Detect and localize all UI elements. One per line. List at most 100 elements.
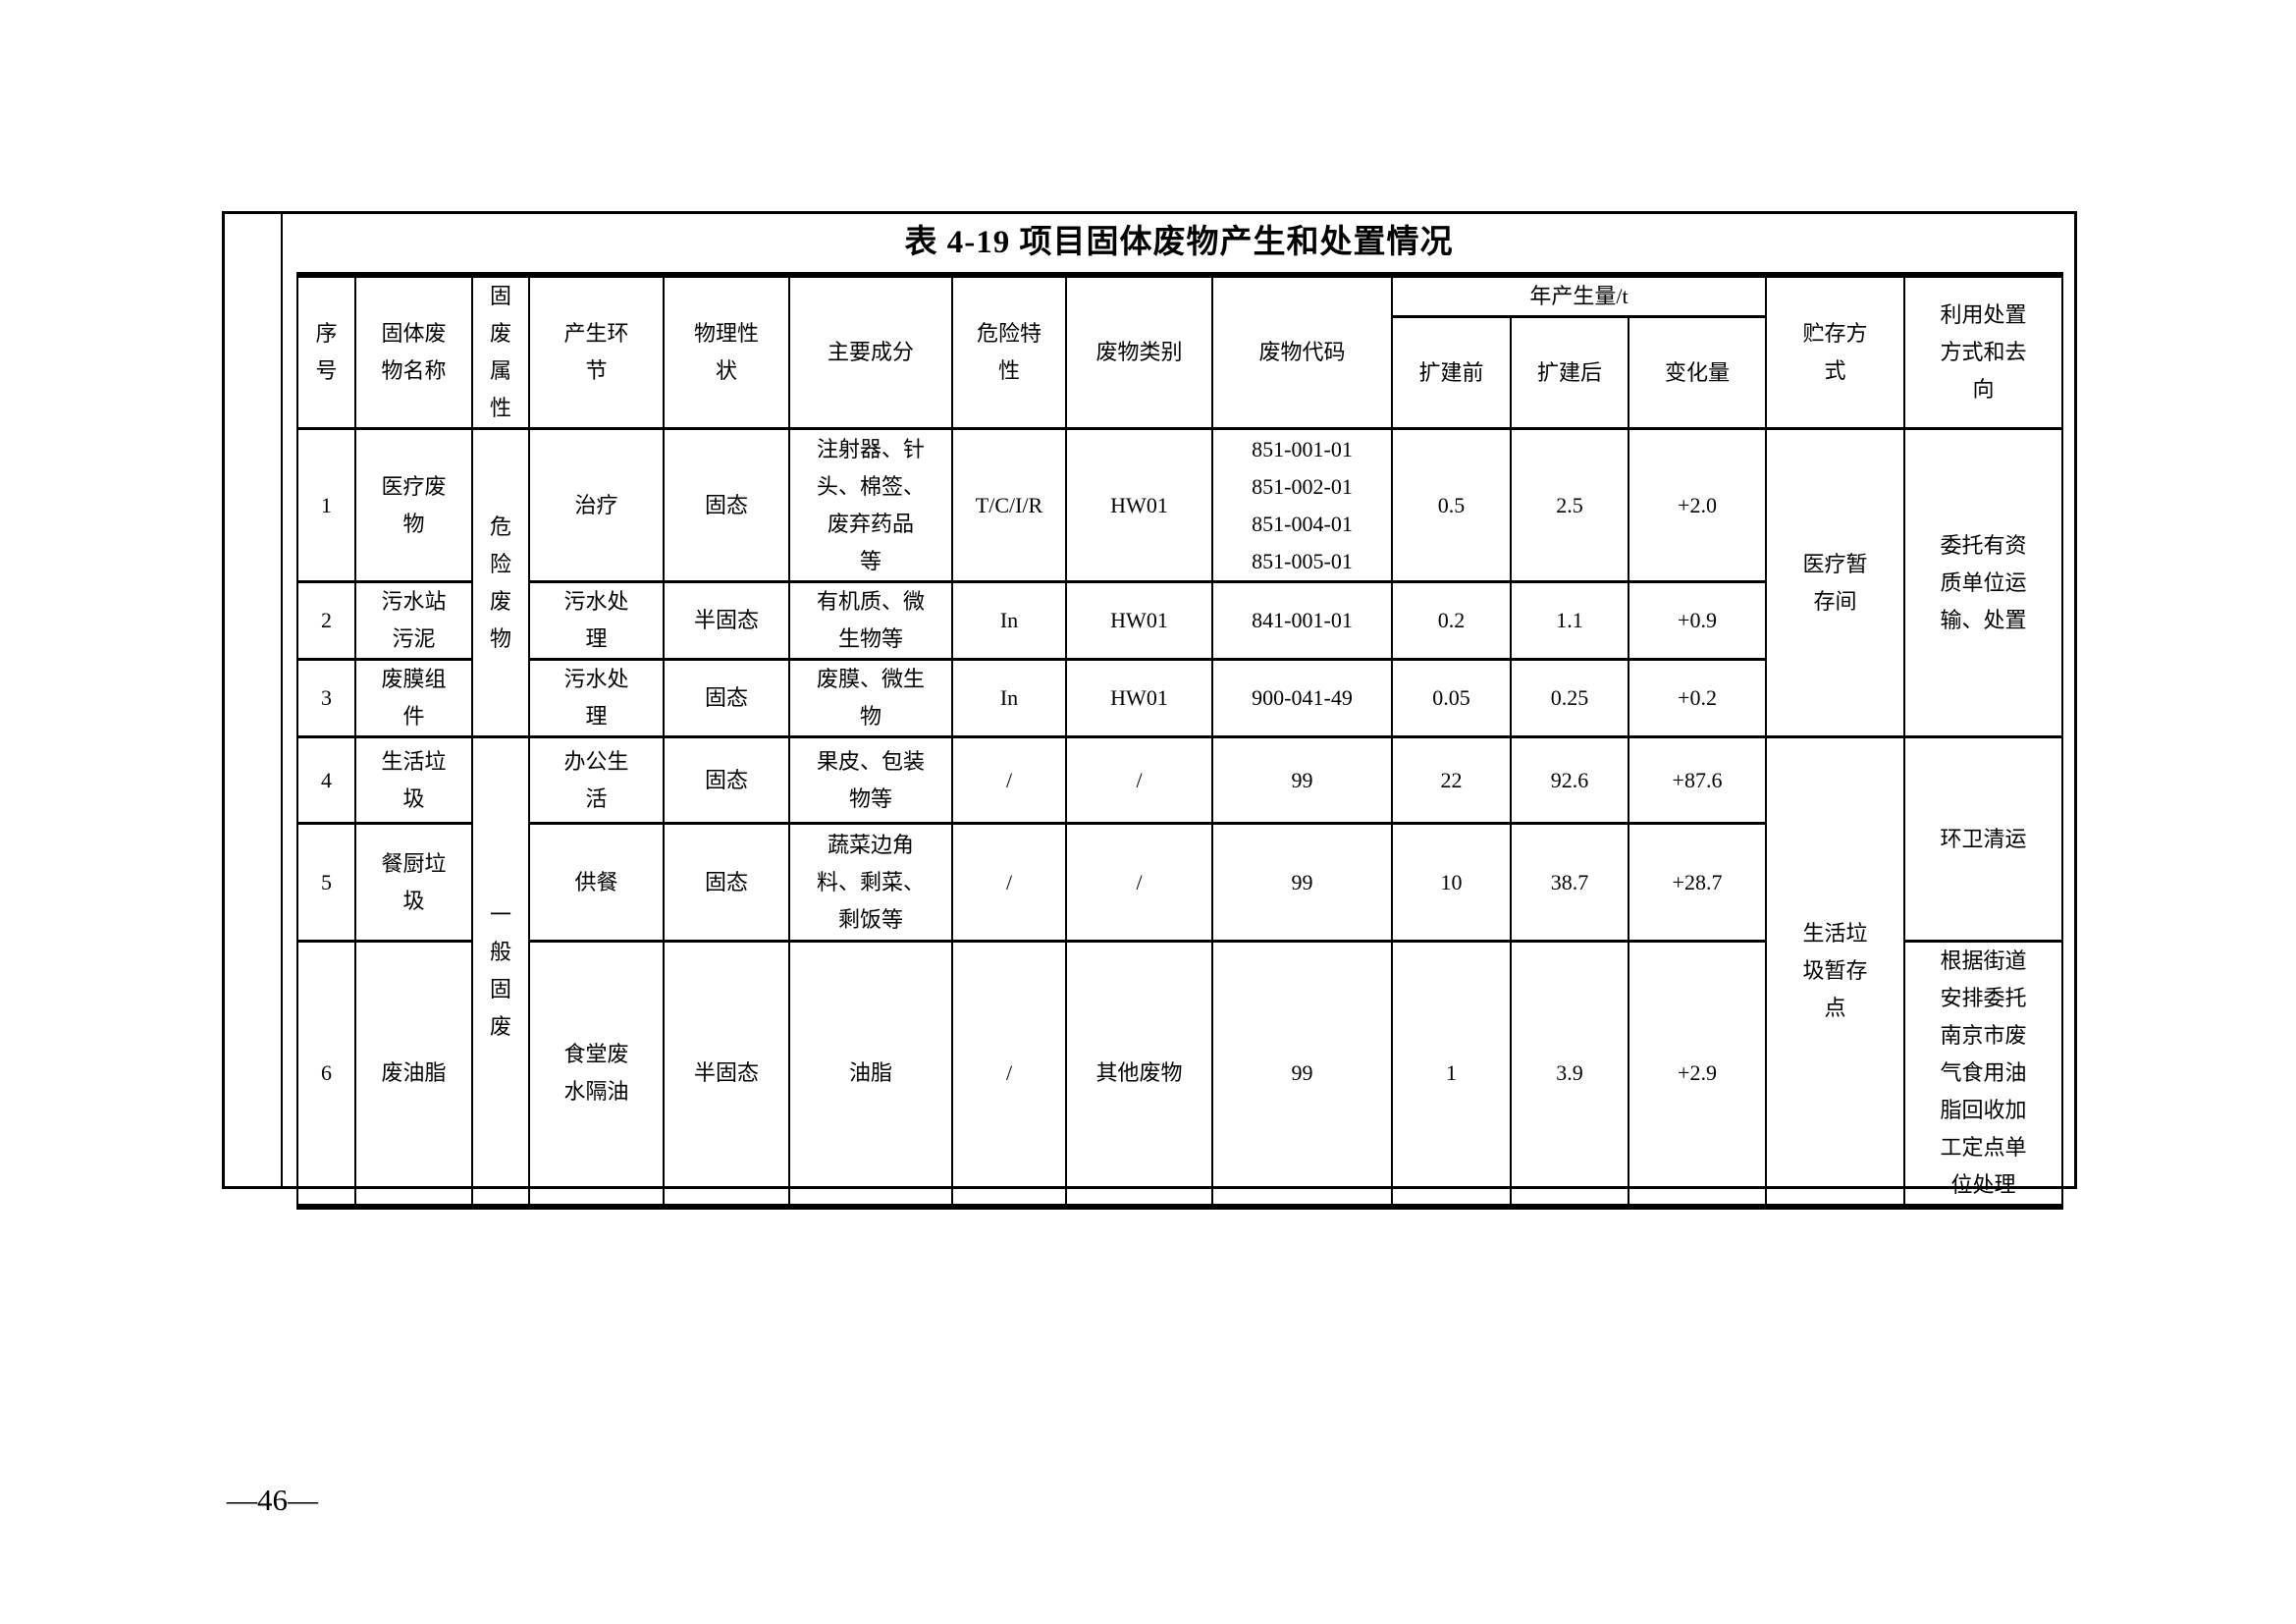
cell-name: 医疗废 物 — [354, 427, 473, 583]
cell-after: 3.9 — [1510, 940, 1629, 1209]
cell-category: HW01 — [1065, 580, 1213, 661]
cell-hazard: In — [951, 580, 1067, 661]
header-after-expansion: 扩建后 — [1510, 315, 1629, 430]
cell-component: 废膜、微生 物 — [788, 658, 953, 738]
page-number: —46— — [227, 1483, 318, 1517]
cell-category: / — [1065, 735, 1213, 825]
table-row: 1 医疗废 物 危 险 废 物 治疗 固态 注射器、针 头、棉签、 废弃药品 等… — [296, 427, 2063, 738]
cell-before: 1 — [1391, 940, 1512, 1209]
cell-state: 半固态 — [663, 940, 790, 1209]
cell-state: 半固态 — [663, 580, 790, 661]
header-disposal: 利用处置 方式和去 向 — [1903, 273, 2063, 430]
cell-component: 油脂 — [788, 940, 953, 1209]
waste-table: 序 号 固体废 物名称 固 废 属 性 产生环 节 物理性 状 主要成分 危险特… — [296, 272, 2063, 1210]
cell-before: 22 — [1391, 735, 1512, 825]
cell-after: 1.1 — [1510, 580, 1629, 661]
cell-seq: 3 — [296, 658, 356, 738]
header-state: 物理性 状 — [663, 273, 790, 430]
cell-stage: 办公生 活 — [528, 735, 665, 825]
cell-code: 841-001-01 — [1211, 580, 1393, 661]
cell-hazard: / — [951, 822, 1067, 943]
cell-seq: 4 — [296, 735, 356, 825]
cell-component: 有机质、微 生物等 — [788, 580, 953, 661]
cell-after: 92.6 — [1510, 735, 1629, 825]
cell-category: 其他废物 — [1065, 940, 1213, 1209]
cell-code: 99 — [1211, 940, 1393, 1209]
table-row: 6 废油脂 食堂废 水隔油 半固态 油脂 / 其他废物 99 1 3.9 +2.… — [296, 940, 2063, 1209]
cell-attr-general: 一 般 固 废 — [471, 735, 530, 1209]
header-hazard: 危险特 性 — [951, 273, 1067, 430]
cell-stage: 供餐 — [528, 822, 665, 943]
header-seq: 序 号 — [296, 273, 356, 430]
header-row-1: 序 号 固体废 物名称 固 废 属 性 产生环 节 物理性 状 主要成分 危险特… — [296, 273, 2063, 430]
cell-after: 38.7 — [1510, 822, 1629, 943]
cell-change: +2.0 — [1628, 427, 1767, 583]
cell-category: HW01 — [1065, 658, 1213, 738]
table-row: 3 废膜组 件 污水处 理 固态 废膜、微生 物 In HW01 900-041… — [296, 658, 2062, 738]
header-category: 废物类别 — [1065, 273, 1213, 430]
cell-state: 固态 — [663, 735, 790, 825]
cell-stage: 污水处 理 — [528, 580, 665, 661]
cell-attr-hazardous: 危 险 废 物 — [471, 427, 530, 738]
cell-seq: 1 — [296, 427, 356, 583]
cell-stage: 污水处 理 — [528, 658, 665, 738]
cell-seq: 2 — [296, 580, 356, 661]
cell-state: 固态 — [663, 427, 790, 583]
cell-change: +0.9 — [1628, 580, 1767, 661]
header-stage: 产生环 节 — [528, 273, 665, 430]
header-name: 固体废 物名称 — [354, 273, 473, 430]
header-storage: 贮存方 式 — [1765, 273, 1905, 430]
frame-divider-line — [281, 214, 283, 1186]
cell-component: 蔬菜边角 料、剩菜、 剩饭等 — [788, 822, 953, 943]
cell-name: 污水站 污泥 — [354, 580, 473, 661]
cell-code: 900-041-49 — [1211, 658, 1393, 738]
cell-hazard: / — [951, 940, 1067, 1209]
cell-disposal-street: 根据街道 安排委托 南京市废 气食用油 脂回收加 工定点单 位处理 — [1903, 940, 2063, 1209]
cell-change: +28.7 — [1628, 822, 1767, 943]
cell-name: 餐厨垃 圾 — [354, 822, 473, 943]
cell-category: / — [1065, 822, 1213, 943]
cell-after: 0.25 — [1510, 658, 1629, 738]
cell-state: 固态 — [663, 658, 790, 738]
cell-change: +2.9 — [1628, 940, 1767, 1209]
cell-code: 851-001-01 851-002-01 851-004-01 851-005… — [1211, 427, 1393, 583]
table-title: 表 4-19 项目固体废物产生和处置情况 — [904, 225, 1454, 260]
cell-seq: 5 — [296, 822, 356, 943]
cell-hazard: T/C/I/R — [951, 427, 1067, 583]
cell-storage-domestic: 生活垃 圾暂存 点 — [1765, 735, 1905, 1209]
header-component: 主要成分 — [788, 273, 953, 430]
cell-code: 99 — [1211, 735, 1393, 825]
cell-before: 10 — [1391, 822, 1512, 943]
header-annual-output: 年产生量/t — [1391, 273, 1767, 318]
cell-category: HW01 — [1065, 427, 1213, 583]
header-row-2: 扩建前 扩建后 变化量 — [297, 315, 2062, 430]
cell-before: 0.5 — [1391, 427, 1512, 583]
cell-seq: 6 — [296, 940, 356, 1209]
cell-before: 0.2 — [1391, 580, 1512, 661]
cell-name: 废膜组 件 — [354, 658, 473, 738]
table-row: 5 餐厨垃 圾 供餐 固态 蔬菜边角 料、剩菜、 剩饭等 / / 99 10 3… — [296, 822, 2062, 943]
cell-code: 99 — [1211, 822, 1393, 943]
table-row: 4 生活垃 圾 一 般 固 废 办公生 活 固态 果皮、包装 物等 / / 99… — [296, 735, 2063, 1209]
cell-before: 0.05 — [1391, 658, 1512, 738]
cell-disposal-sanitation: 环卫清运 — [1903, 735, 2063, 943]
cell-change: +0.2 — [1628, 658, 1767, 738]
cell-stage: 食堂废 水隔油 — [528, 940, 665, 1209]
cell-after: 2.5 — [1510, 427, 1629, 583]
cell-hazard: In — [951, 658, 1067, 738]
header-attr: 固 废 属 性 — [471, 273, 530, 430]
cell-component: 注射器、针 头、棉签、 废弃药品 等 — [788, 427, 953, 583]
cell-hazard: / — [951, 735, 1067, 825]
cell-stage: 治疗 — [528, 427, 665, 583]
header-change: 变化量 — [1628, 315, 1767, 430]
header-code: 废物代码 — [1211, 273, 1393, 430]
cell-name: 废油脂 — [354, 940, 473, 1209]
cell-state: 固态 — [663, 822, 790, 943]
cell-name: 生活垃 圾 — [354, 735, 473, 825]
cell-change: +87.6 — [1628, 735, 1767, 825]
cell-storage-medical: 医疗暂 存间 — [1765, 427, 1905, 738]
table-row: 2 污水站 污泥 污水处 理 半固态 有机质、微 生物等 In HW01 841… — [296, 580, 2062, 661]
cell-disposal-qualified: 委托有资 质单位运 输、处置 — [1903, 427, 2063, 738]
cell-component: 果皮、包装 物等 — [788, 735, 953, 825]
